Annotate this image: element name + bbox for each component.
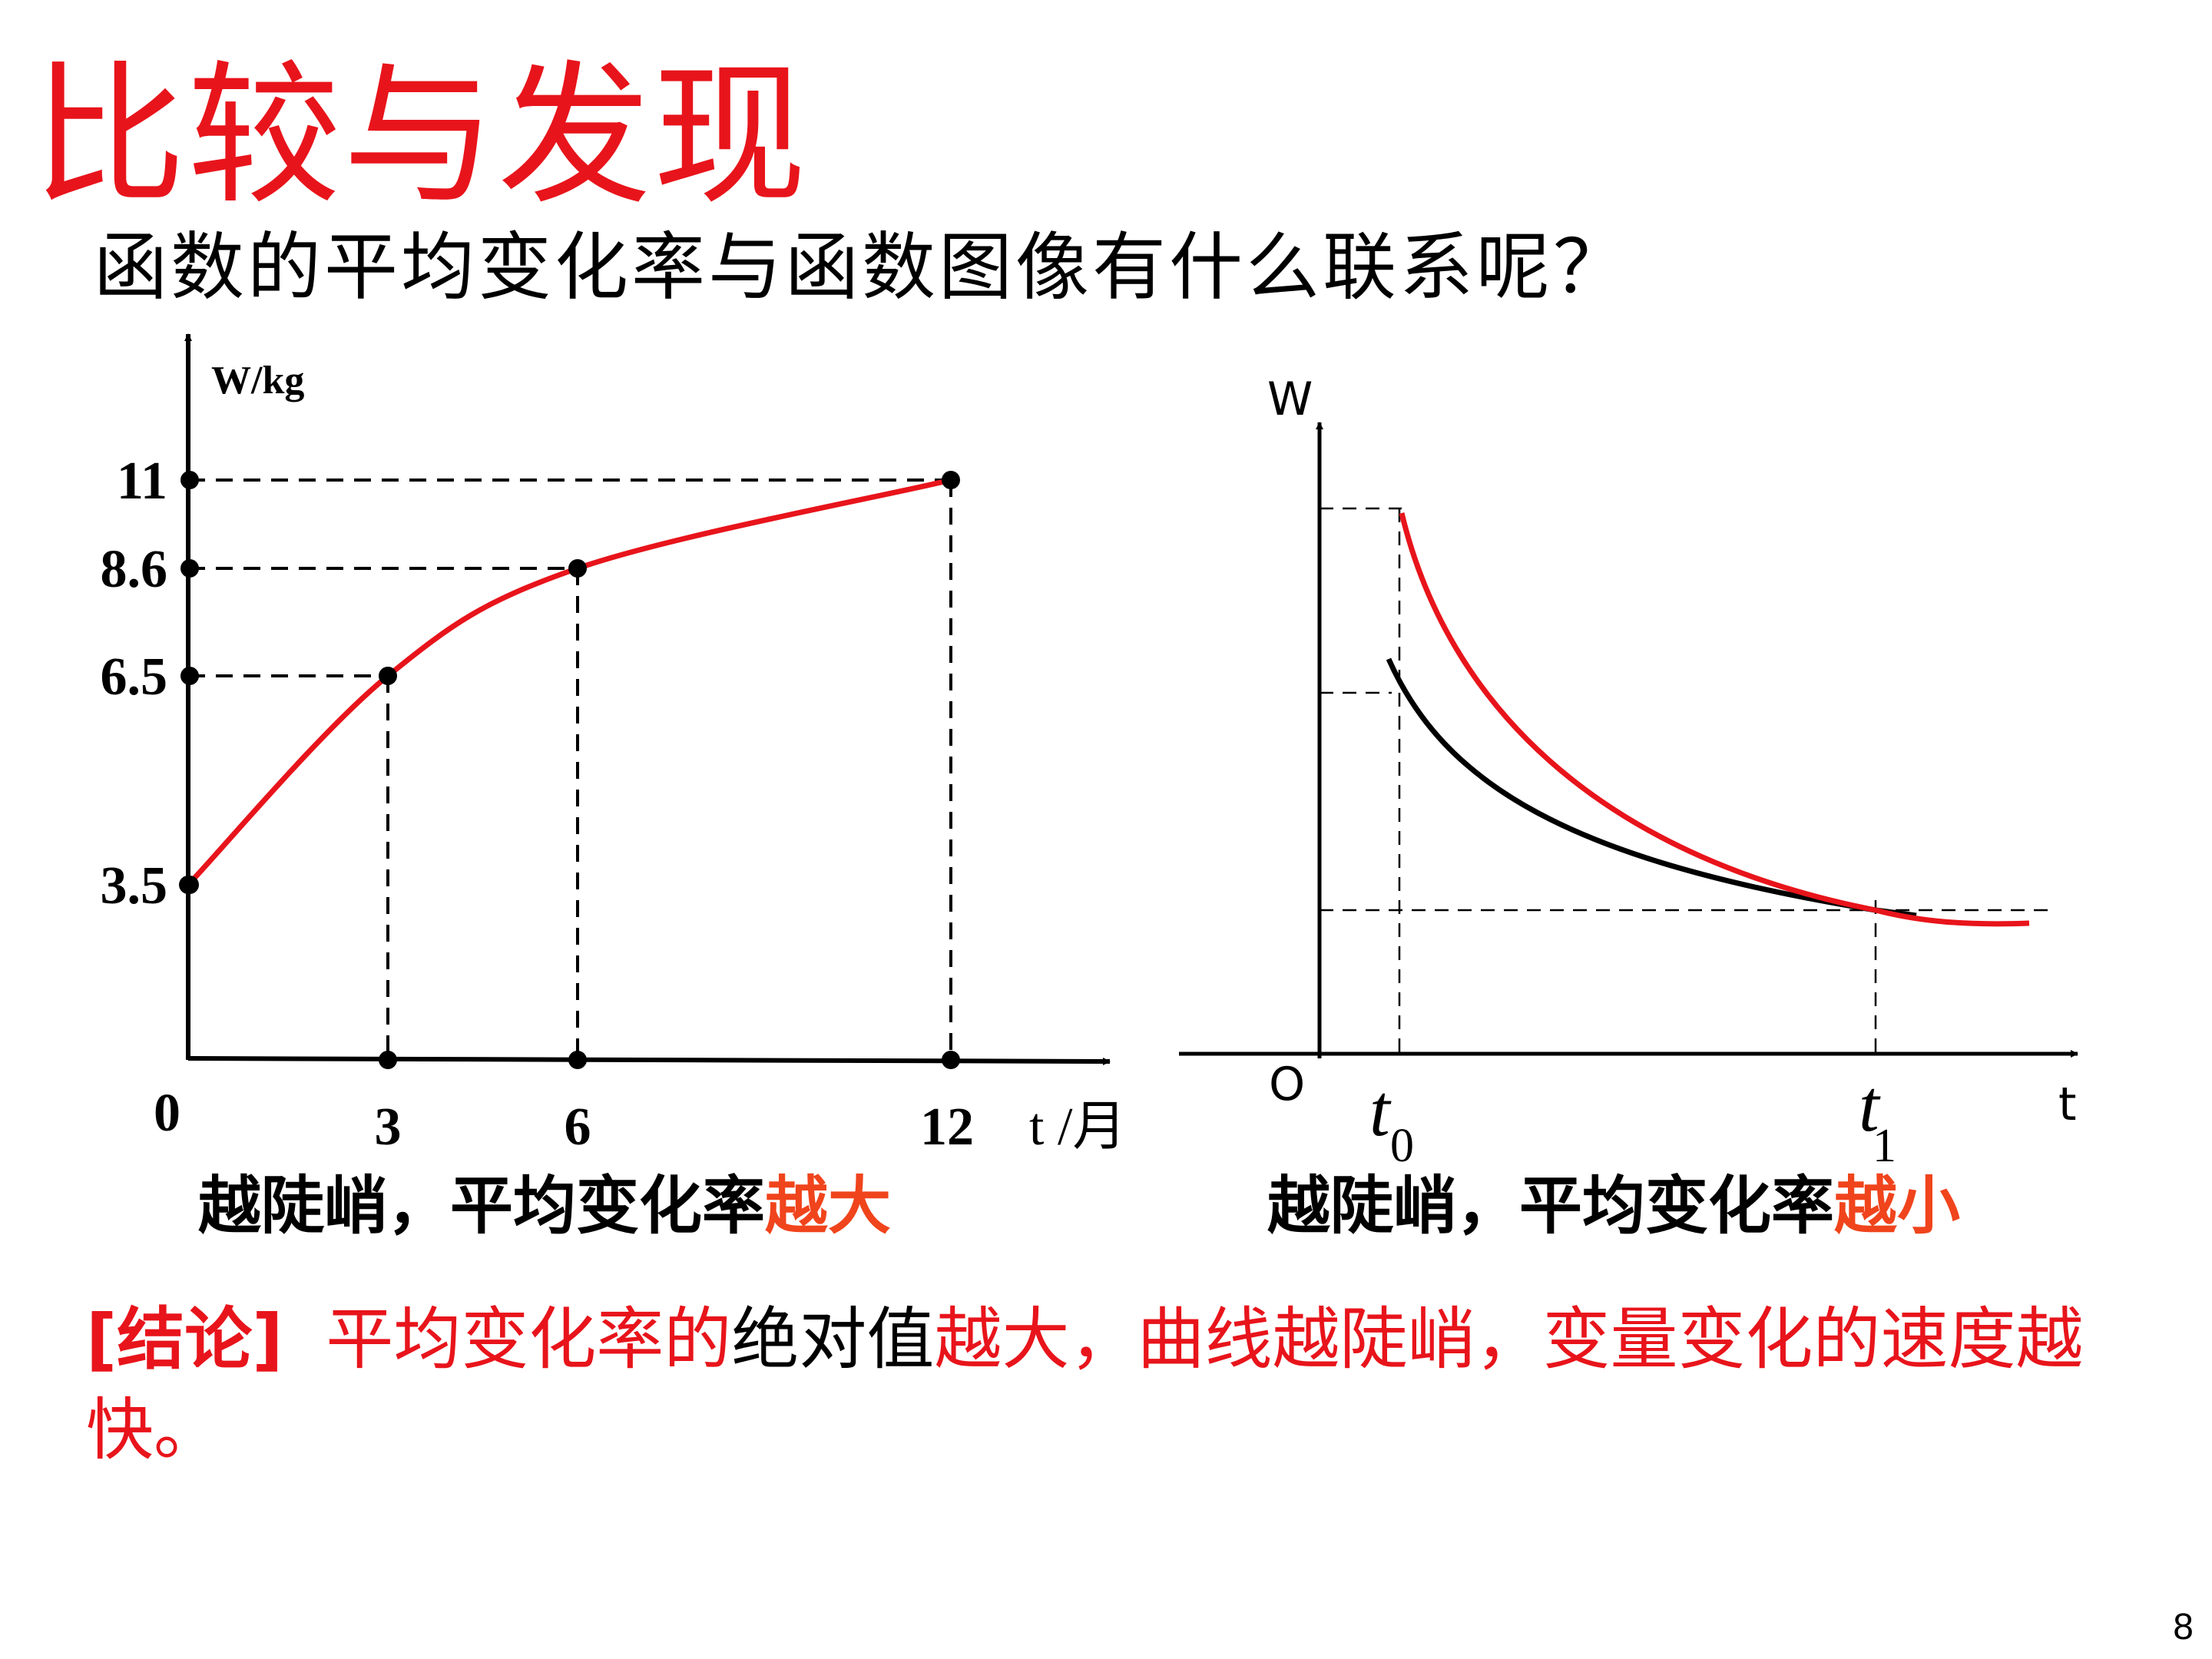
- left-x-tick-label: 6: [565, 1098, 591, 1157]
- right-chart: W O t t 0 t 1: [1179, 373, 2078, 1172]
- left-y-tick-label: 11: [117, 452, 167, 511]
- right-t1-subscript: 1: [1873, 1120, 1896, 1172]
- page-number: 8: [2173, 1607, 2194, 1647]
- left-y-axis-dot: [180, 471, 199, 489]
- conclusion-part1: 平均变化率的: [326, 1300, 732, 1379]
- right-t1-label: t: [1859, 1065, 1881, 1147]
- left-caption-highlight: 越大: [765, 1170, 892, 1243]
- left-x-tick-label: 3: [375, 1098, 402, 1157]
- right-t0-label: t: [1369, 1069, 1392, 1151]
- left-y-axis-label: W/kg: [211, 359, 304, 402]
- left-x-axis: [187, 1056, 1111, 1065]
- conclusion-tag: [结论]: [86, 1300, 283, 1379]
- left-data-point: [942, 471, 960, 489]
- left-caption-text: 越陡峭，平均变化率: [198, 1170, 766, 1243]
- right-curve-red: [1399, 512, 2030, 927]
- slide-question: 函数的平均变化率与函数图像有什么联系呢？: [94, 224, 1630, 310]
- left-data-point: [568, 559, 587, 578]
- left-x-axis-dot: [568, 1051, 587, 1069]
- left-curve: [186, 477, 952, 887]
- left-y-axis-dot: [180, 667, 199, 685]
- right-caption: 越陡峭，平均变化率越小: [1267, 1175, 1960, 1238]
- right-y-axis-label: W: [1267, 373, 1313, 426]
- left-x-axis-dot: [379, 1051, 397, 1069]
- left-x-axis-label: t /月: [1029, 1098, 1126, 1157]
- right-t0-subscript: 0: [1390, 1120, 1414, 1172]
- right-caption-text: 越陡峭，平均变化率: [1267, 1170, 1835, 1243]
- right-caption-highlight: 越小: [1834, 1170, 1961, 1243]
- left-x-axis-dot: [942, 1051, 960, 1069]
- left-guide-lines: [188, 478, 952, 1060]
- left-y-tick-label: 6.5: [101, 647, 168, 707]
- left-y-axis-dot: [180, 876, 199, 894]
- right-origin-label: O: [1269, 1058, 1305, 1111]
- left-data-point: [379, 667, 397, 685]
- left-tick-labels: 3.5 6.5 8.6 11 3 6 12: [101, 452, 975, 1157]
- left-x-tick-label: 12: [920, 1098, 974, 1157]
- conclusion: [结论] 平均变化率的绝对值越大，曲线越陡峭，变量变化的速度越快。: [86, 1294, 2160, 1475]
- left-caption: 越陡峭，平均变化率越大: [198, 1175, 891, 1238]
- slide-title: 比较与发现: [32, 47, 809, 226]
- right-curve-black: [1386, 657, 1917, 919]
- left-points: [179, 471, 960, 1069]
- left-y-tick-label: 3.5: [101, 856, 168, 916]
- conclusion-part2: 绝对值: [731, 1300, 935, 1379]
- right-x-axis-label: t: [2058, 1078, 2077, 1131]
- left-y-axis-dot: [180, 559, 199, 578]
- left-y-tick-label: 8.6: [101, 540, 168, 599]
- conclusion-part3: 越大，曲线越陡峭，变量变化的速度越快。: [86, 1300, 2084, 1469]
- left-origin-label: 0: [154, 1084, 180, 1143]
- right-guide-lines: [1320, 507, 2055, 1054]
- left-chart: 3.5 6.5 8.6 11 3 6 12 W/kg 0 t /月: [101, 333, 1126, 1157]
